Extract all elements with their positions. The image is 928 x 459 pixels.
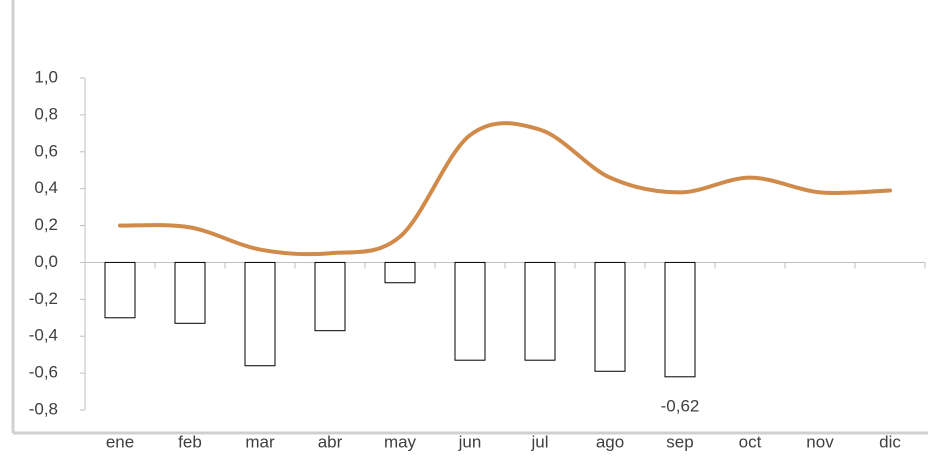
bar	[384, 261, 416, 284]
bar	[454, 261, 486, 361]
x-tick-label: sep	[666, 432, 693, 451]
bar	[664, 261, 696, 378]
y-tick-label: -0,4	[29, 326, 58, 345]
y-tick-label: 0,4	[34, 178, 58, 197]
y-tick-label: 1,0	[34, 67, 58, 86]
y-tick-label: -0,2	[29, 289, 58, 308]
bar	[594, 261, 626, 372]
x-tick-label: mar	[245, 432, 275, 451]
bar	[174, 261, 206, 324]
x-tick-label: jul	[530, 432, 548, 451]
y-tick-label: -0,8	[29, 399, 58, 418]
x-tick-label: nov	[806, 432, 834, 451]
y-tick-label: 0,8	[34, 104, 58, 123]
bar	[314, 261, 346, 332]
data-label: -0,62	[661, 396, 700, 415]
bar	[104, 261, 136, 319]
line	[118, 121, 892, 257]
y-tick-label: 0,2	[34, 215, 58, 234]
x-tick-label: may	[384, 432, 417, 451]
x-tick-label: dic	[879, 432, 901, 451]
x-tick-label: ago	[596, 432, 624, 451]
y-tick-label: 0,6	[34, 141, 58, 160]
x-tick-label: oct	[739, 432, 762, 451]
x-tick-label: jun	[458, 432, 482, 451]
y-tick-label: -0,6	[29, 363, 58, 382]
x-tick-label: abr	[318, 432, 343, 451]
bar	[524, 261, 556, 361]
x-tick-label: ene	[106, 432, 134, 451]
y-tick-label: 0,0	[34, 252, 58, 271]
x-tick-label: feb	[178, 432, 202, 451]
bar	[244, 261, 276, 367]
